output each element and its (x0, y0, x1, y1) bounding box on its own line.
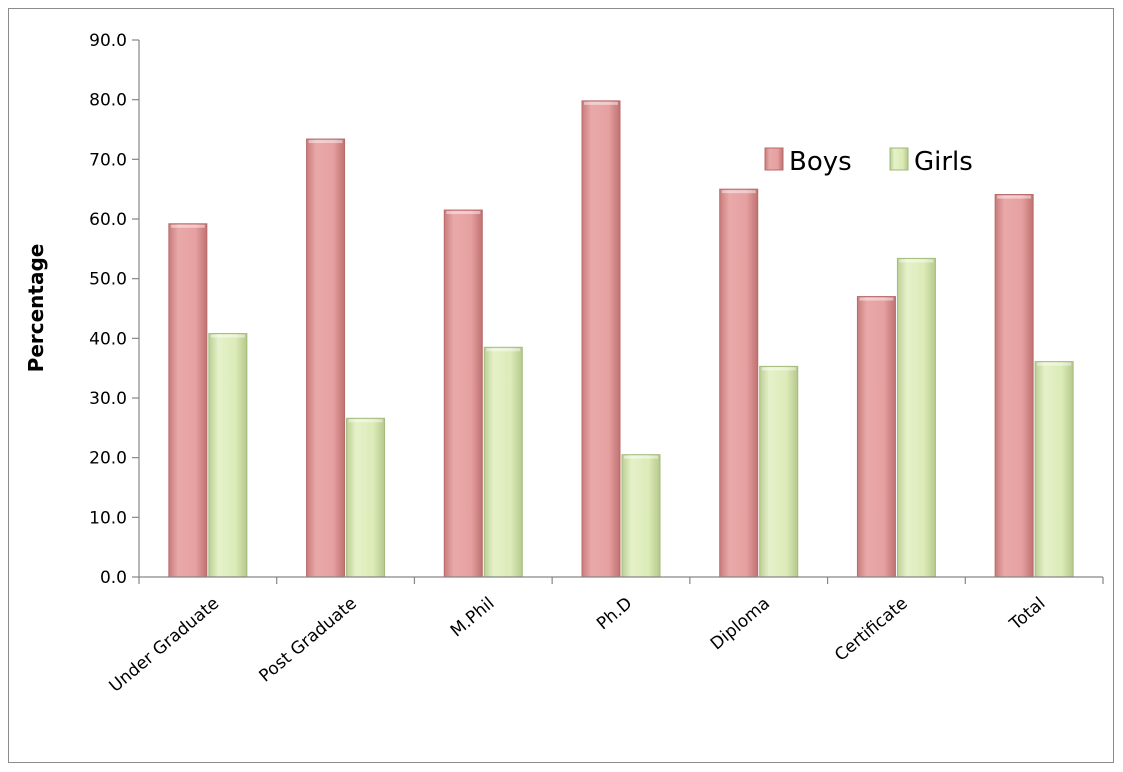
y-tick-label: 10.0 (89, 508, 127, 528)
x-tick-label: Post Graduate (255, 594, 360, 687)
legend-label-girls: Girls (914, 147, 973, 177)
bar-girls (208, 333, 248, 578)
bar-highlight (348, 419, 383, 423)
bar-highlight (210, 334, 245, 338)
x-tick-label: M.Phil (447, 594, 499, 642)
x-tick-label: Total (1005, 594, 1049, 635)
bar-boys (443, 209, 483, 578)
bar-boys (994, 194, 1034, 578)
x-tick-label: Under Graduate (106, 594, 223, 697)
bar-boys (168, 223, 208, 578)
bar-highlight (1037, 362, 1072, 366)
legend-swatch-boys (764, 147, 784, 171)
legend: Boys Girls (764, 147, 973, 177)
bar-highlight (859, 297, 894, 301)
bar-boys (581, 100, 621, 578)
y-tick-label: 70.0 (89, 150, 127, 170)
x-tick-label: Diploma (707, 594, 774, 655)
bar-highlight (446, 211, 481, 215)
bar-highlight (899, 259, 934, 263)
y-tick-label: 50.0 (89, 270, 127, 290)
y-tick-label: 20.0 (89, 449, 127, 469)
x-tick-label: Certificate (831, 594, 912, 666)
bar-highlight (486, 348, 521, 352)
x-tick-label: Ph.D (593, 594, 636, 635)
legend-label-boys: Boys (789, 147, 852, 177)
y-tick-label: 0.0 (100, 568, 127, 588)
bar-highlight (308, 140, 343, 144)
bar-boys (856, 296, 896, 578)
bar-girls (483, 346, 523, 578)
bar-girls (896, 257, 936, 578)
bar-highlight (721, 190, 756, 194)
bar-highlight (584, 101, 618, 105)
bar-highlight (624, 455, 658, 459)
y-tick-label: 90.0 (89, 31, 127, 51)
bar-highlight (761, 367, 796, 371)
y-axis-label: Percentage (24, 244, 48, 373)
bar-girls (1034, 361, 1074, 578)
y-tick-label: 60.0 (89, 210, 127, 230)
bar-boys (719, 188, 759, 578)
bar-girls (621, 454, 661, 578)
y-tick-label: 80.0 (89, 91, 127, 111)
legend-swatch-girls (889, 147, 909, 171)
bar-girls (346, 417, 386, 578)
y-tick-label: 30.0 (89, 389, 127, 409)
bar-girls (759, 365, 799, 578)
bar-highlight (997, 195, 1032, 199)
y-tick-label: 40.0 (89, 329, 127, 349)
bar-boys (306, 138, 346, 578)
bar-highlight (170, 224, 205, 228)
